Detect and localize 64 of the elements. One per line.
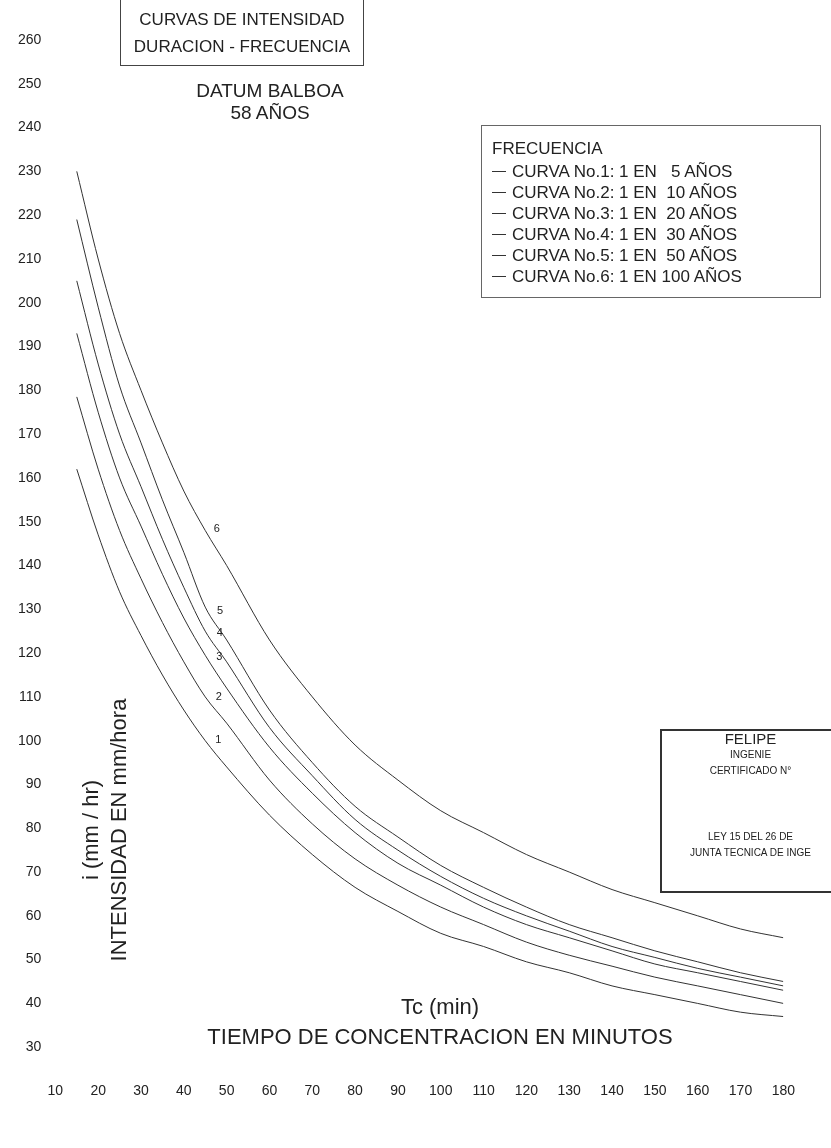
y-tick-label: 230 [18, 162, 42, 179]
y-tick-label: 30 [25, 1038, 42, 1055]
legend-label: CURVA No.6: 1 EN 100 AÑOS [512, 266, 742, 287]
chart-title: CURVAS DE INTENSIDAD DURACION - FRECUENCIA [132, 9, 352, 58]
annotation: 1 [215, 732, 222, 746]
x-tick-label: 180 [771, 1082, 796, 1099]
y-tick-label: 130 [18, 600, 42, 617]
y-tick-label: 110 [19, 687, 42, 704]
y-tick-label: 190 [18, 337, 42, 354]
x-tick-label: 70 [304, 1082, 321, 1099]
annotation: 4 [216, 626, 223, 640]
annotation: 2 [215, 689, 222, 703]
x-tick-label: 130 [557, 1082, 582, 1099]
y-tick-label: 70 [25, 862, 42, 879]
x-tick-label: 10 [47, 1082, 64, 1099]
y-axis-title: i (mm / hr) INTENSIDAD EN mm/hora [77, 698, 132, 962]
legend-title: FRECUENCIA [492, 138, 604, 159]
y-tick-label: 80 [25, 819, 42, 836]
annotation: 3 [216, 650, 223, 664]
x-tick-label: 30 [133, 1082, 149, 1099]
y-tick-label: 160 [18, 468, 42, 485]
annotation: CERTIFICADO N° [708, 764, 793, 778]
annotation: 5 [217, 603, 224, 617]
x-tick-label: 100 [429, 1082, 453, 1099]
y-tick-label: 120 [18, 643, 42, 660]
annotation: LEY 15 DEL 26 DE [706, 830, 795, 844]
x-tick-label: 110 [472, 1082, 495, 1099]
y-tick-label: 220 [18, 206, 42, 223]
legend-label: CURVA No.4: 1 EN 30 AÑOS [512, 224, 738, 245]
annotation: 6 [213, 522, 220, 536]
x-tick-label: 20 [90, 1082, 107, 1099]
y-tick-label: 140 [18, 556, 42, 573]
legend-label: CURVA No.3: 1 EN 20 AÑOS [512, 203, 738, 224]
y-tick-label: 210 [18, 249, 42, 266]
y-tick-label: 50 [25, 950, 42, 967]
y-tick-label: 180 [18, 381, 42, 398]
annotation: JUNTA TECNICA DE INGE [689, 846, 812, 860]
x-tick-label: 120 [514, 1082, 539, 1099]
x-tick-label: 140 [600, 1082, 624, 1099]
y-tick-label: 150 [18, 512, 42, 529]
annotation: INGENIE [728, 748, 773, 762]
x-tick-label: 160 [686, 1082, 710, 1099]
x-tick-label: 90 [390, 1082, 406, 1099]
annotation: FELIPE [723, 730, 778, 747]
y-tick-label: 200 [18, 293, 42, 310]
y-tick-label: 260 [18, 30, 42, 47]
x-tick-label: 50 [218, 1082, 235, 1099]
y-tick-label: 100 [18, 731, 42, 748]
y-tick-label: 40 [25, 994, 42, 1011]
y-tick-label: 250 [18, 74, 42, 91]
text: DATUM BALBOA 58 AÑOS [195, 80, 345, 124]
x-tick-label: 150 [643, 1082, 667, 1099]
x-tick-label: 60 [261, 1082, 278, 1099]
y-tick-label: 90 [25, 775, 42, 792]
y-tick-label: 60 [25, 906, 42, 923]
legend-label: CURVA No.5: 1 EN 50 AÑOS [512, 245, 738, 266]
x-axis-title: Tc (min) TIEMPO DE CONCENTRACION EN MINUTOS [206, 993, 674, 1051]
y-tick-label: 240 [18, 118, 42, 135]
x-tick-label: 40 [176, 1082, 192, 1099]
legend-label: CURVA No.1: 1 EN 5 AÑOS [512, 161, 733, 182]
x-tick-label: 80 [347, 1082, 364, 1099]
legend-label: CURVA No.2: 1 EN 10 AÑOS [512, 182, 738, 203]
y-tick-label: 170 [18, 424, 42, 441]
x-tick-label: 170 [728, 1082, 753, 1099]
